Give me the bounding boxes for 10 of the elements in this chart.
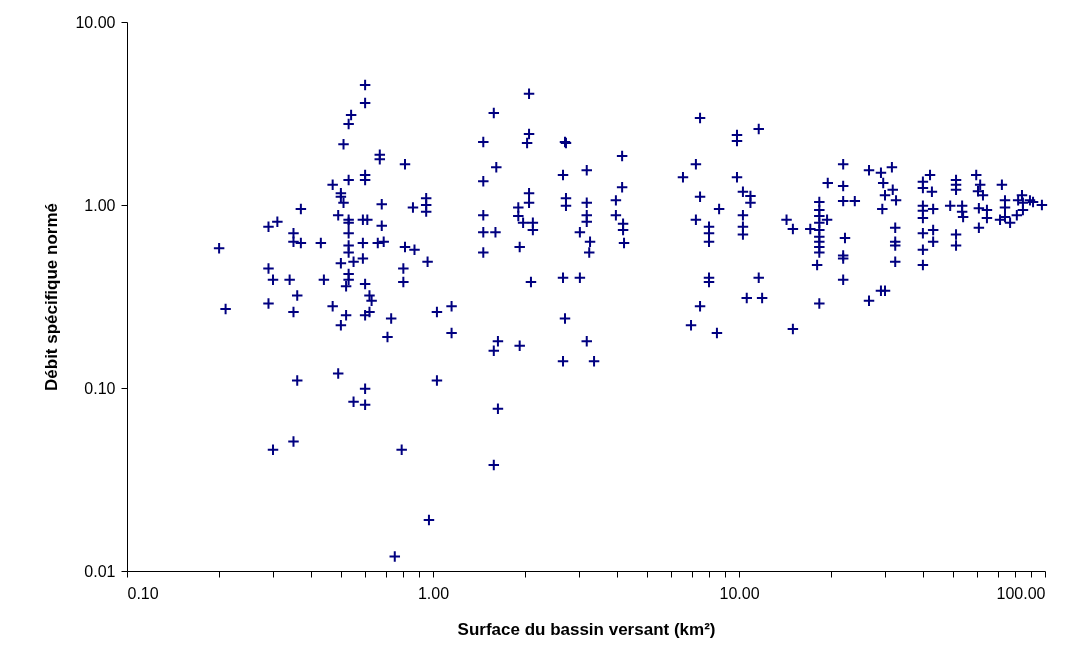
y-tick-label: 10.00 (75, 13, 116, 31)
y-tick-label: 1.00 (84, 196, 116, 214)
x-axis-title: Surface du bassin versant (km²) (457, 619, 716, 639)
x-tick-label: 1.00 (417, 584, 450, 602)
y-axis-title: Débit spécifique normé (42, 203, 62, 391)
x-tick-label: 0.10 (127, 584, 159, 602)
x-tick-label: 100.00 (996, 584, 1046, 602)
y-tick-label: 0.10 (84, 379, 116, 397)
y-tick-label: 0.01 (84, 562, 116, 580)
x-tick-label: 10.00 (719, 584, 760, 602)
